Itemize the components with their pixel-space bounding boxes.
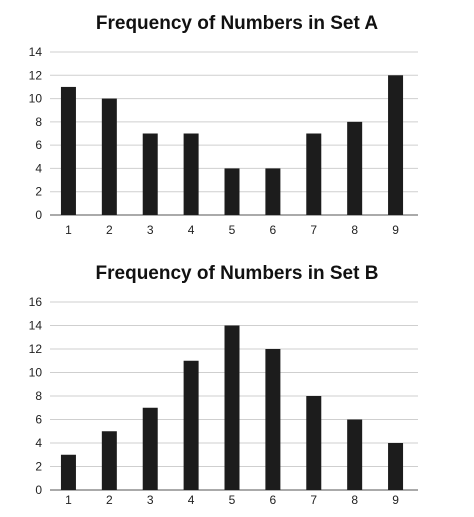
chart-a-x-tick-label: 5 — [229, 223, 236, 237]
chart-b-y-tick-label: 2 — [35, 460, 42, 474]
chart-b-x-tick-label: 8 — [351, 493, 358, 507]
chart-a-bar-2 — [101, 98, 117, 215]
chart-a-bar-1 — [60, 86, 76, 215]
chart-b-x-tick-label: 3 — [147, 493, 154, 507]
chart-a-bar-8 — [347, 121, 363, 215]
chart-a-x-tick-label: 6 — [270, 223, 277, 237]
chart-b-x-tick-label: 9 — [392, 493, 399, 507]
chart-b-x-tick-label: 5 — [229, 493, 236, 507]
chart-a-bar-7 — [306, 133, 322, 215]
chart-a-y-tick-label: 4 — [35, 161, 42, 175]
chart-a-y-tick-label: 6 — [35, 138, 42, 152]
chart-b-y-tick-label: 6 — [35, 413, 42, 427]
chart-a-y-tick-label: 0 — [35, 208, 42, 222]
chart-b-bar-6 — [265, 349, 281, 490]
chart-b-bar-1 — [60, 454, 76, 490]
chart-a-x-tick-label: 7 — [310, 223, 317, 237]
chart-b-bar-3 — [142, 407, 158, 490]
chart-b-y-tick-label: 8 — [35, 389, 42, 403]
chart-b-y-tick-label: 16 — [29, 295, 43, 309]
chart-a-x-tick-label: 4 — [188, 223, 195, 237]
chart-b-bar-4 — [183, 360, 199, 490]
chart-a-bar-5 — [224, 168, 240, 215]
chart-b-y-tick-label: 0 — [35, 483, 42, 497]
chart-b-y-tick-label: 4 — [35, 436, 42, 450]
chart-a-x-tick-label: 2 — [106, 223, 113, 237]
chart-b-x-tick-label: 6 — [270, 493, 277, 507]
chart-a-bar-9 — [388, 75, 404, 216]
chart-b-y-tick-label: 14 — [29, 319, 43, 333]
chart-b-x-tick-label: 7 — [310, 493, 317, 507]
chart-a-y-tick-label: 10 — [29, 92, 43, 106]
chart-a-y-tick-label: 8 — [35, 115, 42, 129]
chart-a-x-tick-label: 1 — [65, 223, 72, 237]
chart-a-bar-6 — [265, 168, 281, 215]
chart-a-title: Frequency of Numbers in Set A — [95, 13, 379, 34]
chart-a-y-tick-label: 14 — [29, 45, 43, 59]
chart-a-x-tick-label: 8 — [351, 223, 358, 237]
chart-b-x-tick-label: 1 — [65, 493, 72, 507]
chart-b-x-tick-label: 2 — [106, 493, 113, 507]
chart-a-x-tick-label: 3 — [147, 223, 154, 237]
chart-b-bar-2 — [101, 431, 117, 490]
chart-a-x-tick-label: 9 — [392, 223, 399, 237]
chart-b-bar-7 — [306, 396, 322, 490]
chart-a-y-tick-label: 2 — [35, 185, 42, 199]
chart-b-bar-5 — [224, 325, 240, 490]
chart-a-y-tick-label: 12 — [29, 68, 43, 82]
chart-b-y-tick-label: 12 — [29, 342, 43, 356]
chart-b-y-tick-label: 10 — [29, 366, 43, 380]
chart-a-bar-4 — [183, 133, 199, 215]
chart-b-bar-9 — [388, 443, 404, 490]
chart-a-bar-3 — [142, 133, 158, 215]
chart-b-x-tick-label: 4 — [188, 493, 195, 507]
chart-b-title: Frequency of Numbers in Set B — [95, 263, 379, 284]
chart-b-bar-8 — [347, 419, 363, 490]
